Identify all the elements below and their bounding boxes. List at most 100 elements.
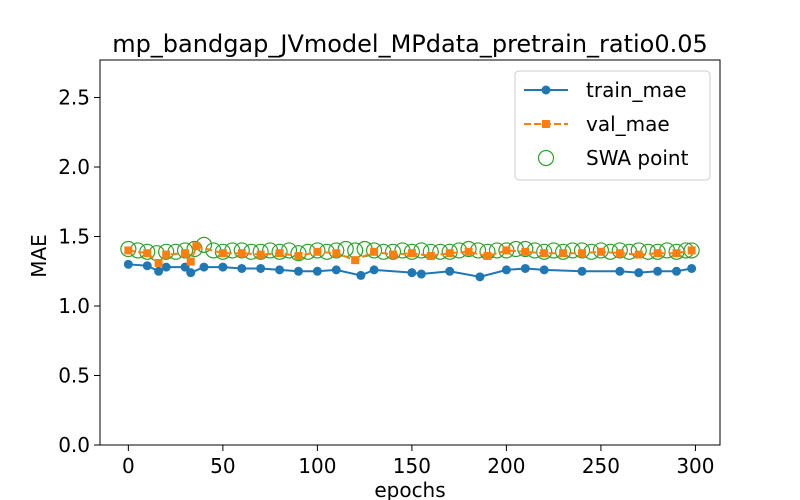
swa-point bbox=[403, 243, 420, 260]
val-mae-point bbox=[578, 249, 587, 258]
swa-point bbox=[683, 242, 700, 259]
train-mae-point bbox=[520, 263, 530, 273]
train-mae-point bbox=[687, 263, 697, 273]
train-mae-point bbox=[154, 266, 164, 276]
train-mae-point bbox=[356, 270, 366, 280]
chart-title: mp_bandgap_JVmodel_MPdata_pretrain_ratio… bbox=[112, 30, 708, 58]
x-tick-label: 300 bbox=[676, 454, 714, 478]
train-mae-point bbox=[256, 263, 266, 273]
swa-point bbox=[517, 240, 534, 258]
y-tick-label: 2.0 bbox=[58, 155, 90, 179]
val-mae-point bbox=[332, 249, 341, 258]
train-mae-point bbox=[634, 268, 644, 278]
val-mae-point bbox=[192, 242, 201, 251]
val-mae-point bbox=[370, 247, 379, 256]
val-mae-point bbox=[388, 250, 397, 259]
x-tick-label: 0 bbox=[122, 454, 135, 478]
y-axis-label: MAE bbox=[27, 234, 51, 278]
plot-frame bbox=[99, 59, 721, 446]
legend-train-marker bbox=[541, 85, 551, 95]
val-mae-point bbox=[521, 247, 530, 256]
train-mae-point bbox=[475, 272, 485, 282]
val-mae-point bbox=[687, 246, 696, 255]
x-tick-label: 50 bbox=[210, 454, 235, 478]
legend-val-marker bbox=[542, 120, 550, 128]
train-mae-point bbox=[161, 262, 171, 272]
val-mae-point bbox=[186, 257, 195, 266]
val-mae-point bbox=[275, 249, 284, 258]
val-mae-point bbox=[559, 249, 568, 258]
val-mae-point bbox=[634, 250, 643, 259]
val-mae-point bbox=[154, 258, 163, 267]
val-mae-point bbox=[218, 249, 227, 258]
val-mae-point bbox=[256, 250, 265, 259]
val-mae-point bbox=[162, 250, 171, 259]
y-tick-label: 1.0 bbox=[58, 294, 90, 318]
swa-point bbox=[555, 243, 572, 260]
train-mae-point bbox=[199, 262, 209, 272]
val-mae-point bbox=[124, 246, 133, 255]
train-mae-point bbox=[539, 265, 549, 275]
swa-point bbox=[176, 242, 194, 259]
train-mae-point bbox=[615, 266, 625, 276]
y-axis: 0.0 0.5 1.0 1.5 2.0 2.5 bbox=[58, 86, 100, 457]
val-mae-point bbox=[596, 247, 605, 256]
train-mae-point bbox=[445, 266, 455, 276]
x-axis: 0 50 100 150 200 250 300 bbox=[122, 445, 715, 478]
val-mae-point bbox=[351, 256, 360, 265]
val-mae-point bbox=[237, 249, 246, 258]
swa-point bbox=[290, 245, 307, 262]
swa-point bbox=[611, 242, 628, 259]
swa-point bbox=[233, 242, 250, 259]
legend-label-train: train_mae bbox=[586, 78, 687, 102]
x-tick-label: 250 bbox=[582, 454, 620, 478]
val-mae-point bbox=[313, 247, 322, 256]
x-tick-label: 100 bbox=[298, 454, 336, 478]
swa-point bbox=[384, 243, 402, 260]
val-mae-point bbox=[464, 247, 473, 256]
y-tick-label: 1.5 bbox=[58, 225, 90, 249]
y-tick-label: 0.0 bbox=[58, 433, 90, 457]
legend-label-swa: SWA point bbox=[586, 146, 689, 170]
swa-point bbox=[120, 240, 137, 258]
train-mae-point bbox=[186, 268, 196, 278]
train-mae-point bbox=[653, 266, 663, 276]
legend-swa-marker bbox=[537, 149, 555, 167]
swa-point bbox=[252, 243, 269, 260]
val-mae-point bbox=[426, 251, 435, 260]
val-mae-point bbox=[615, 249, 624, 258]
plot-area bbox=[99, 59, 721, 446]
series-layer bbox=[120, 236, 700, 282]
swa-point bbox=[573, 242, 591, 259]
x-tick-label: 200 bbox=[487, 454, 525, 478]
train-mae-point bbox=[331, 265, 341, 275]
val-mae-point bbox=[672, 249, 681, 258]
val-mae-point bbox=[502, 246, 511, 255]
swa-point bbox=[649, 243, 666, 260]
train-mae-point bbox=[218, 262, 228, 272]
train-mae-point bbox=[312, 266, 322, 276]
val-mae-point bbox=[445, 249, 454, 258]
train-mae-point bbox=[369, 265, 379, 275]
legend-box bbox=[514, 70, 711, 181]
legend: train_mae val_mae SWA point bbox=[514, 70, 711, 181]
swa-point bbox=[365, 242, 383, 259]
train-mae-point bbox=[123, 259, 133, 269]
train-mae-point bbox=[416, 269, 426, 279]
train-mae-point bbox=[293, 266, 303, 276]
x-axis-label: epochs bbox=[374, 478, 445, 500]
swa-point bbox=[186, 240, 203, 258]
y-tick-label: 0.5 bbox=[58, 364, 90, 388]
val-mae-point bbox=[294, 251, 303, 260]
x-tick-label: 150 bbox=[393, 454, 431, 478]
val-mae-point bbox=[407, 249, 416, 258]
legend-label-val: val_mae bbox=[586, 112, 670, 136]
train-mae-point bbox=[672, 266, 682, 276]
train-mae-point bbox=[142, 261, 152, 271]
swa-point bbox=[271, 243, 288, 260]
val-mae-point bbox=[143, 249, 152, 258]
train-mae-point bbox=[407, 268, 417, 278]
train-mae-point bbox=[577, 266, 587, 276]
val-mae-point bbox=[181, 249, 190, 258]
